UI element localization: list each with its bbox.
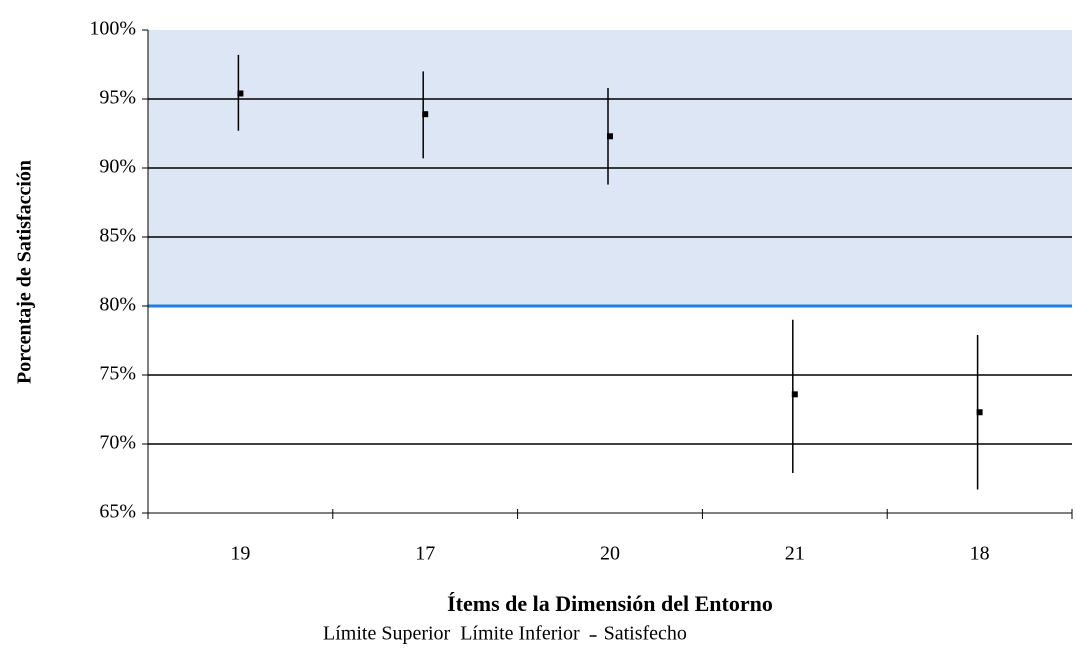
y-axis-title: Porcentaje de Satisfacción [14,160,36,384]
x-tick-label: 21 [785,543,805,565]
point-marker [791,391,798,398]
x-axis-title: Ítems de la Dimensión del Entorno [447,591,773,616]
point-marker [976,409,983,416]
x-tick-label: 20 [600,543,620,565]
legend-label: Límite Superior [323,623,451,645]
point-marker [237,90,244,97]
y-tick-label: 100% [89,18,136,40]
point-marker [422,111,429,118]
x-tick-label: 18 [970,543,990,565]
y-tick-label: 85% [99,225,136,247]
legend-label: Límite Inferior [460,623,580,645]
y-tick-label: 95% [99,87,136,109]
y-tick-label: 90% [99,156,136,178]
y-tick-label: 70% [99,432,136,454]
point-marker [607,133,613,140]
x-tick-label: 17 [415,543,435,565]
legend-label: Satisfecho [604,623,687,645]
y-tick-label: 65% [99,501,136,523]
y-tick-label: 75% [99,363,136,385]
x-tick-label: 19 [230,543,250,565]
y-tick-label: 80% [99,294,136,316]
